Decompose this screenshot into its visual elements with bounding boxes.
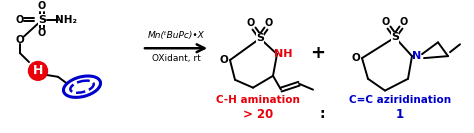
Text: OXidant, rt: OXidant, rt: [152, 54, 201, 63]
Text: S: S: [391, 32, 399, 42]
Text: :: :: [319, 107, 325, 121]
Text: O: O: [352, 53, 360, 63]
Text: O: O: [38, 1, 46, 11]
Text: 1: 1: [396, 108, 404, 121]
Text: NH₂: NH₂: [55, 15, 77, 25]
Text: O: O: [38, 28, 46, 38]
Text: O: O: [400, 17, 408, 27]
Text: +: +: [310, 44, 326, 62]
Circle shape: [28, 62, 47, 80]
Text: C-H amination: C-H amination: [216, 95, 300, 105]
Text: O: O: [219, 55, 228, 65]
Text: C=C aziridination: C=C aziridination: [349, 95, 451, 105]
Text: N: N: [412, 51, 422, 61]
Text: O: O: [16, 15, 24, 25]
Text: O: O: [265, 18, 273, 28]
Text: Mn(ᵗBuPc)•X: Mn(ᵗBuPc)•X: [147, 31, 204, 40]
Text: O: O: [247, 18, 255, 28]
Text: S: S: [38, 15, 46, 25]
Text: O: O: [16, 35, 24, 45]
Text: O: O: [382, 17, 390, 27]
Text: H: H: [33, 64, 43, 77]
Text: NH: NH: [274, 49, 292, 59]
Text: > 20: > 20: [243, 108, 273, 121]
Text: S: S: [256, 33, 264, 43]
